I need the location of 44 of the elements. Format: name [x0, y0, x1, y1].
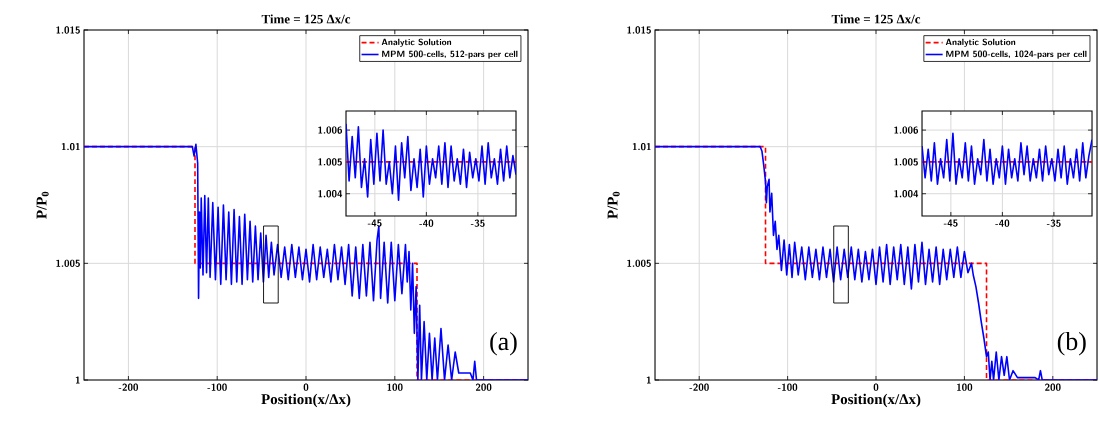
- legend-label: Analytic Solution: [945, 38, 1016, 47]
- legend-label: MPM 500-cells, 512-pars per cell: [382, 50, 518, 59]
- x-tick-label: 100: [956, 383, 973, 391]
- x-tick-label: 100: [387, 383, 403, 391]
- y-tick-label: 1.004: [894, 190, 919, 198]
- y-tick-label: 1.006: [894, 126, 919, 134]
- x-tick-label: -35: [470, 219, 485, 227]
- y-axis-title: P/P$_{0}$: [36, 191, 49, 219]
- y-tick-label: 1.005: [56, 259, 80, 268]
- annotation: (b): [1057, 332, 1086, 356]
- y-tick-label: 1: [75, 376, 80, 384]
- y-tick-label: 1.005: [894, 158, 918, 166]
- y-tick-label: 1.015: [56, 26, 80, 34]
- x-tick-label: -45: [367, 219, 382, 227]
- y-tick-label: 1.015: [627, 26, 651, 34]
- x-tick-label: -35: [1046, 219, 1061, 227]
- y-tick-label: 1.006: [318, 126, 343, 134]
- x-tick-label: 0: [873, 383, 879, 391]
- legend-label: Analytic Solution: [381, 38, 452, 47]
- x-tick-label: 200: [1045, 383, 1061, 391]
- x-tick-label: -100: [777, 383, 798, 391]
- x-axis-title: Position(x/Δx): [261, 393, 351, 408]
- x-tick-label: 0: [303, 383, 309, 391]
- annotation: (a): [490, 332, 517, 356]
- y-tick-label: 1.004: [318, 190, 343, 198]
- line-series: [922, 132, 1093, 185]
- x-tick-label: -200: [689, 383, 709, 391]
- legend-label: MPM 500-cells, 1024-pars per cell: [946, 50, 1087, 59]
- y-tick-label: 1.01: [61, 142, 80, 151]
- y-axis-title: P/P$_{0}$: [607, 191, 620, 219]
- x-tick-label: -40: [995, 219, 1010, 227]
- x-tick-label: -100: [207, 383, 227, 391]
- y-tick-label: 1.01: [632, 142, 651, 151]
- x-tick-label: 200: [475, 383, 492, 391]
- line-series: [346, 122, 517, 201]
- chart-title: Time = 125 Δx/c: [261, 14, 351, 24]
- y-tick-label: 1.005: [318, 158, 342, 166]
- chart-title: Time = 125 Δx/c: [831, 14, 921, 24]
- x-tick-label: -45: [943, 219, 958, 227]
- y-tick-label: 1: [646, 376, 651, 384]
- y-tick-label: 1.005: [627, 259, 651, 268]
- x-axis-title: Position(x/Δx): [831, 393, 921, 408]
- x-tick-label: -200: [118, 383, 139, 391]
- x-tick-label: -40: [419, 219, 434, 227]
